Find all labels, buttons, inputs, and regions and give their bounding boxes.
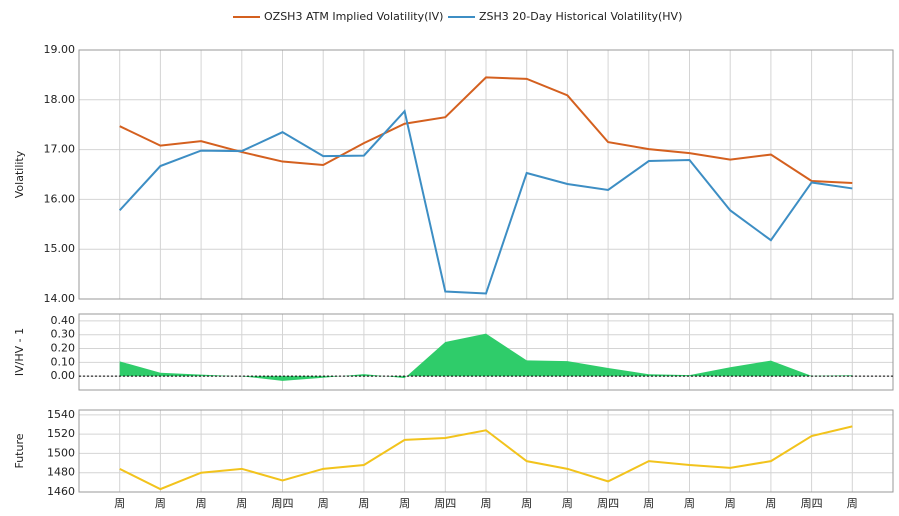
- x-tick-label: 周: [318, 497, 329, 510]
- series-line: [119, 425, 853, 491]
- x-tick-label: 周: [562, 497, 573, 510]
- x-tick-label: 周四: [272, 497, 294, 510]
- x-tick-label: 周: [196, 497, 207, 510]
- legend-label: OZSH3 ATM Implied Volatility(IV): [264, 10, 443, 23]
- y-axis-label: Volatility: [13, 150, 26, 198]
- y-axis-label: Future: [13, 433, 26, 468]
- y-tick-label: 18.00: [44, 93, 76, 106]
- plot-frame: [78, 313, 894, 391]
- plot-frame: [78, 49, 894, 300]
- y-tick-label: 1520: [47, 427, 75, 440]
- y-tick-label: 1540: [47, 408, 75, 421]
- y-tick-label: 0.00: [51, 369, 76, 382]
- x-tick-label: 周: [521, 497, 532, 510]
- legend-label: ZSH3 20-Day Historical Volatility(HV): [479, 10, 682, 23]
- y-tick-label: 15.00: [44, 242, 76, 255]
- x-tick-label: 周: [847, 497, 858, 510]
- y-tick-label: 17.00: [44, 143, 76, 156]
- x-tick-label: 周: [236, 497, 247, 510]
- x-tick-label: 周: [399, 497, 410, 510]
- x-tick-label: 周四: [597, 497, 619, 510]
- y-tick-label: 0.20: [51, 342, 76, 355]
- x-tick-label: 周: [481, 497, 492, 510]
- x-tick-label: 周: [155, 497, 166, 510]
- y-tick-label: 0.30: [51, 328, 76, 341]
- y-axis-label: IV/HV - 1: [13, 328, 26, 376]
- y-tick-label: 1500: [47, 446, 75, 459]
- x-tick-label: 周: [765, 497, 776, 510]
- x-tick-label: 周: [684, 497, 695, 510]
- x-tick-label: 周四: [801, 497, 823, 510]
- y-tick-label: 0.40: [51, 314, 76, 327]
- series-line: [118, 109, 853, 295]
- y-tick-label: 19.00: [44, 43, 76, 56]
- x-tick-label: 周: [358, 497, 369, 510]
- y-tick-label: 1480: [47, 466, 75, 479]
- y-tick-label: 14.00: [44, 292, 76, 305]
- y-tick-label: 16.00: [44, 192, 76, 205]
- x-tick-label: 周: [114, 497, 125, 510]
- y-tick-label: 1460: [47, 485, 75, 498]
- x-tick-label: 周四: [434, 497, 456, 510]
- area: [119, 333, 853, 381]
- plot-frame: [78, 409, 894, 493]
- y-tick-label: 0.10: [51, 355, 76, 368]
- x-tick-label: 周: [725, 497, 736, 510]
- x-tick-label: 周: [643, 497, 654, 510]
